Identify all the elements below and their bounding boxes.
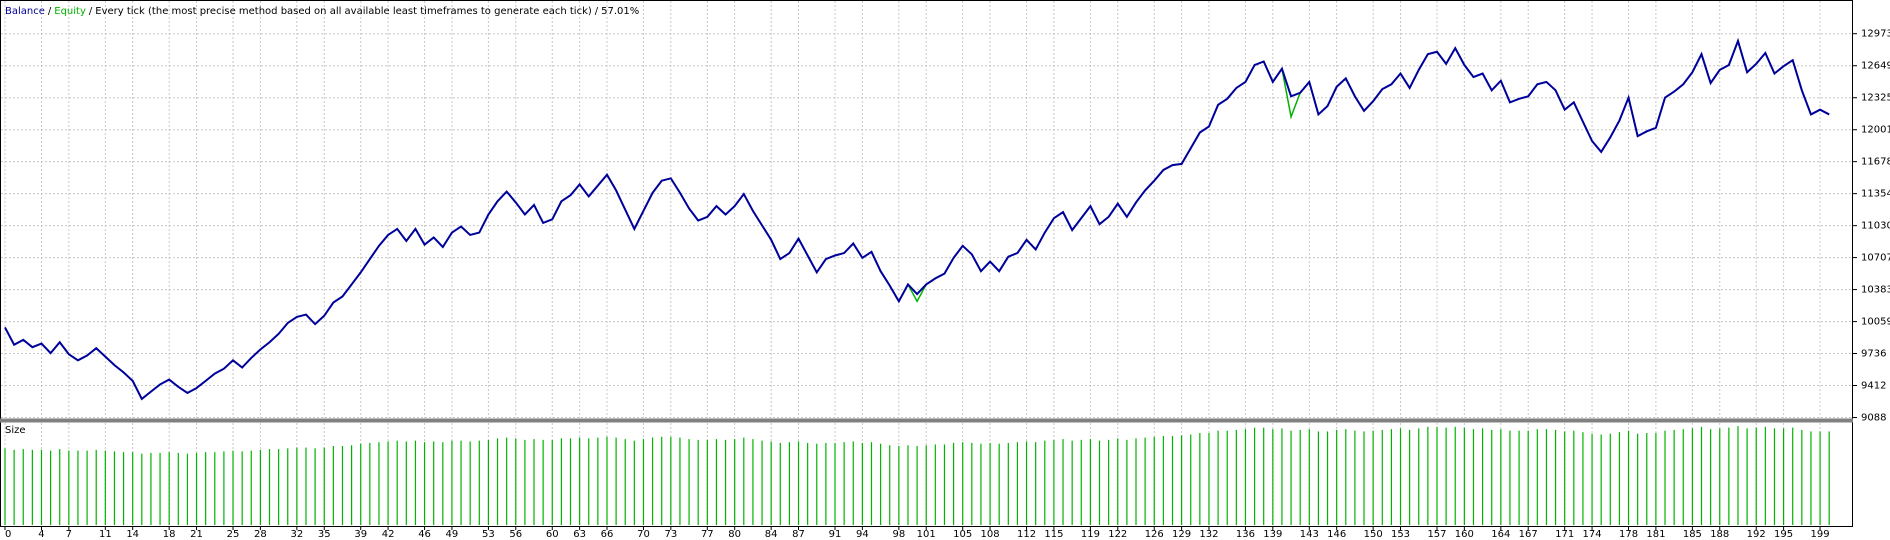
x-tick-label: 115 xyxy=(1044,529,1063,540)
x-tick-label: 18 xyxy=(163,529,176,540)
x-tick-label: 129 xyxy=(1172,529,1191,540)
legend-entry: Equity xyxy=(54,6,86,17)
x-tick-label: 164 xyxy=(1491,529,1510,540)
x-tick-label: 87 xyxy=(792,529,805,540)
separator: / xyxy=(595,6,599,17)
x-tick-label: 25 xyxy=(227,529,240,540)
y-tick-label: 11354 xyxy=(1861,189,1890,200)
x-tick-label: 195 xyxy=(1774,529,1793,540)
x-tick-label: 199 xyxy=(1811,529,1830,540)
x-tick-label: 14 xyxy=(126,529,139,540)
x-tick-label: 143 xyxy=(1300,529,1319,540)
header: Balance / Equity / Every tick (the most prec… xyxy=(5,6,639,17)
y-tick-label: 10383 xyxy=(1861,285,1890,296)
x-tick-label: 146 xyxy=(1327,529,1346,540)
x-tick-label: 35 xyxy=(318,529,331,540)
x-tick-label: 46 xyxy=(418,529,431,540)
x-tick-label: 171 xyxy=(1555,529,1574,540)
panel-divider xyxy=(0,418,1853,423)
x-tick-label: 73 xyxy=(664,529,677,540)
x-tick-label: 132 xyxy=(1199,529,1218,540)
y-tick-label: 12649 xyxy=(1861,61,1890,72)
x-tick-label: 157 xyxy=(1427,529,1446,540)
x-tick-label: 28 xyxy=(254,529,267,540)
x-tick-label: 91 xyxy=(829,529,842,540)
x-tick-label: 105 xyxy=(953,529,972,540)
x-tick-label: 7 xyxy=(66,529,72,540)
x-tick-label: 53 xyxy=(482,529,495,540)
x-tick-label: 192 xyxy=(1747,529,1766,540)
y-tick-label: 9412 xyxy=(1861,381,1886,392)
x-tick-label: 32 xyxy=(291,529,304,540)
y-tick-label: 12001 xyxy=(1861,125,1890,136)
marks xyxy=(4,37,1830,525)
x-tick-label: 160 xyxy=(1455,529,1474,540)
y-tick-label: 12325 xyxy=(1861,93,1890,104)
y-tick-label: 12973 xyxy=(1861,29,1890,40)
model: Every tick (the most precise method base… xyxy=(95,6,592,17)
x-tick-label: 70 xyxy=(637,529,650,540)
grid xyxy=(1,1,1857,530)
series-line xyxy=(4,37,1830,401)
x-tick-label: 49 xyxy=(446,529,459,540)
x-tick-label: 126 xyxy=(1145,529,1164,540)
x-tick-label: 11 xyxy=(99,529,112,540)
x-tick-label: 108 xyxy=(981,529,1000,540)
labels: Balance / Equity / Every tick (the most prec… xyxy=(5,6,1890,540)
x-tick-label: 77 xyxy=(701,529,714,540)
separator: / xyxy=(89,6,93,17)
x-tick-label: 174 xyxy=(1583,529,1602,540)
y-tick-label: 11678 xyxy=(1861,157,1890,168)
x-tick-label: 178 xyxy=(1619,529,1638,540)
x-tick-label: 42 xyxy=(382,529,395,540)
x-tick-label: 101 xyxy=(917,529,936,540)
x-tick-label: 66 xyxy=(601,529,614,540)
x-tick-label: 60 xyxy=(546,529,559,540)
quality: 57.01% xyxy=(601,6,639,17)
x-tick-label: 21 xyxy=(190,529,203,540)
x-tick-label: 84 xyxy=(765,529,778,540)
x-tick-label: 185 xyxy=(1683,529,1702,540)
y-tick-label: 10059 xyxy=(1861,317,1890,328)
x-tick-label: 181 xyxy=(1646,529,1665,540)
y-tick-label: 9088 xyxy=(1861,413,1886,424)
x-tick-label: 122 xyxy=(1108,529,1127,540)
x-tick-label: 4 xyxy=(38,529,44,540)
legend-entry: Balance xyxy=(5,6,45,17)
x-tick-label: 188 xyxy=(1710,529,1729,540)
x-tick-label: 119 xyxy=(1081,529,1100,540)
x-tick-label: 98 xyxy=(892,529,905,540)
x-tick-label: 94 xyxy=(856,529,869,540)
x-tick-label: 39 xyxy=(354,529,367,540)
x-tick-label: 153 xyxy=(1391,529,1410,540)
x-tick-label: 167 xyxy=(1519,529,1538,540)
x-tick-label: 63 xyxy=(573,529,586,540)
x-tick-label: 150 xyxy=(1364,529,1383,540)
x-tick-label: 136 xyxy=(1236,529,1255,540)
y-tick-label: 11030 xyxy=(1861,221,1890,232)
y-tick-label: 9736 xyxy=(1861,349,1886,360)
separator: / xyxy=(48,6,52,17)
x-tick-label: 80 xyxy=(728,529,741,540)
x-tick-label: 0 xyxy=(5,529,11,540)
size-panel-title: Size xyxy=(5,425,26,436)
y-tick-label: 10707 xyxy=(1861,253,1890,264)
x-tick-label: 112 xyxy=(1017,529,1036,540)
x-tick-label: 56 xyxy=(509,529,522,540)
x-tick-label: 139 xyxy=(1263,529,1282,540)
